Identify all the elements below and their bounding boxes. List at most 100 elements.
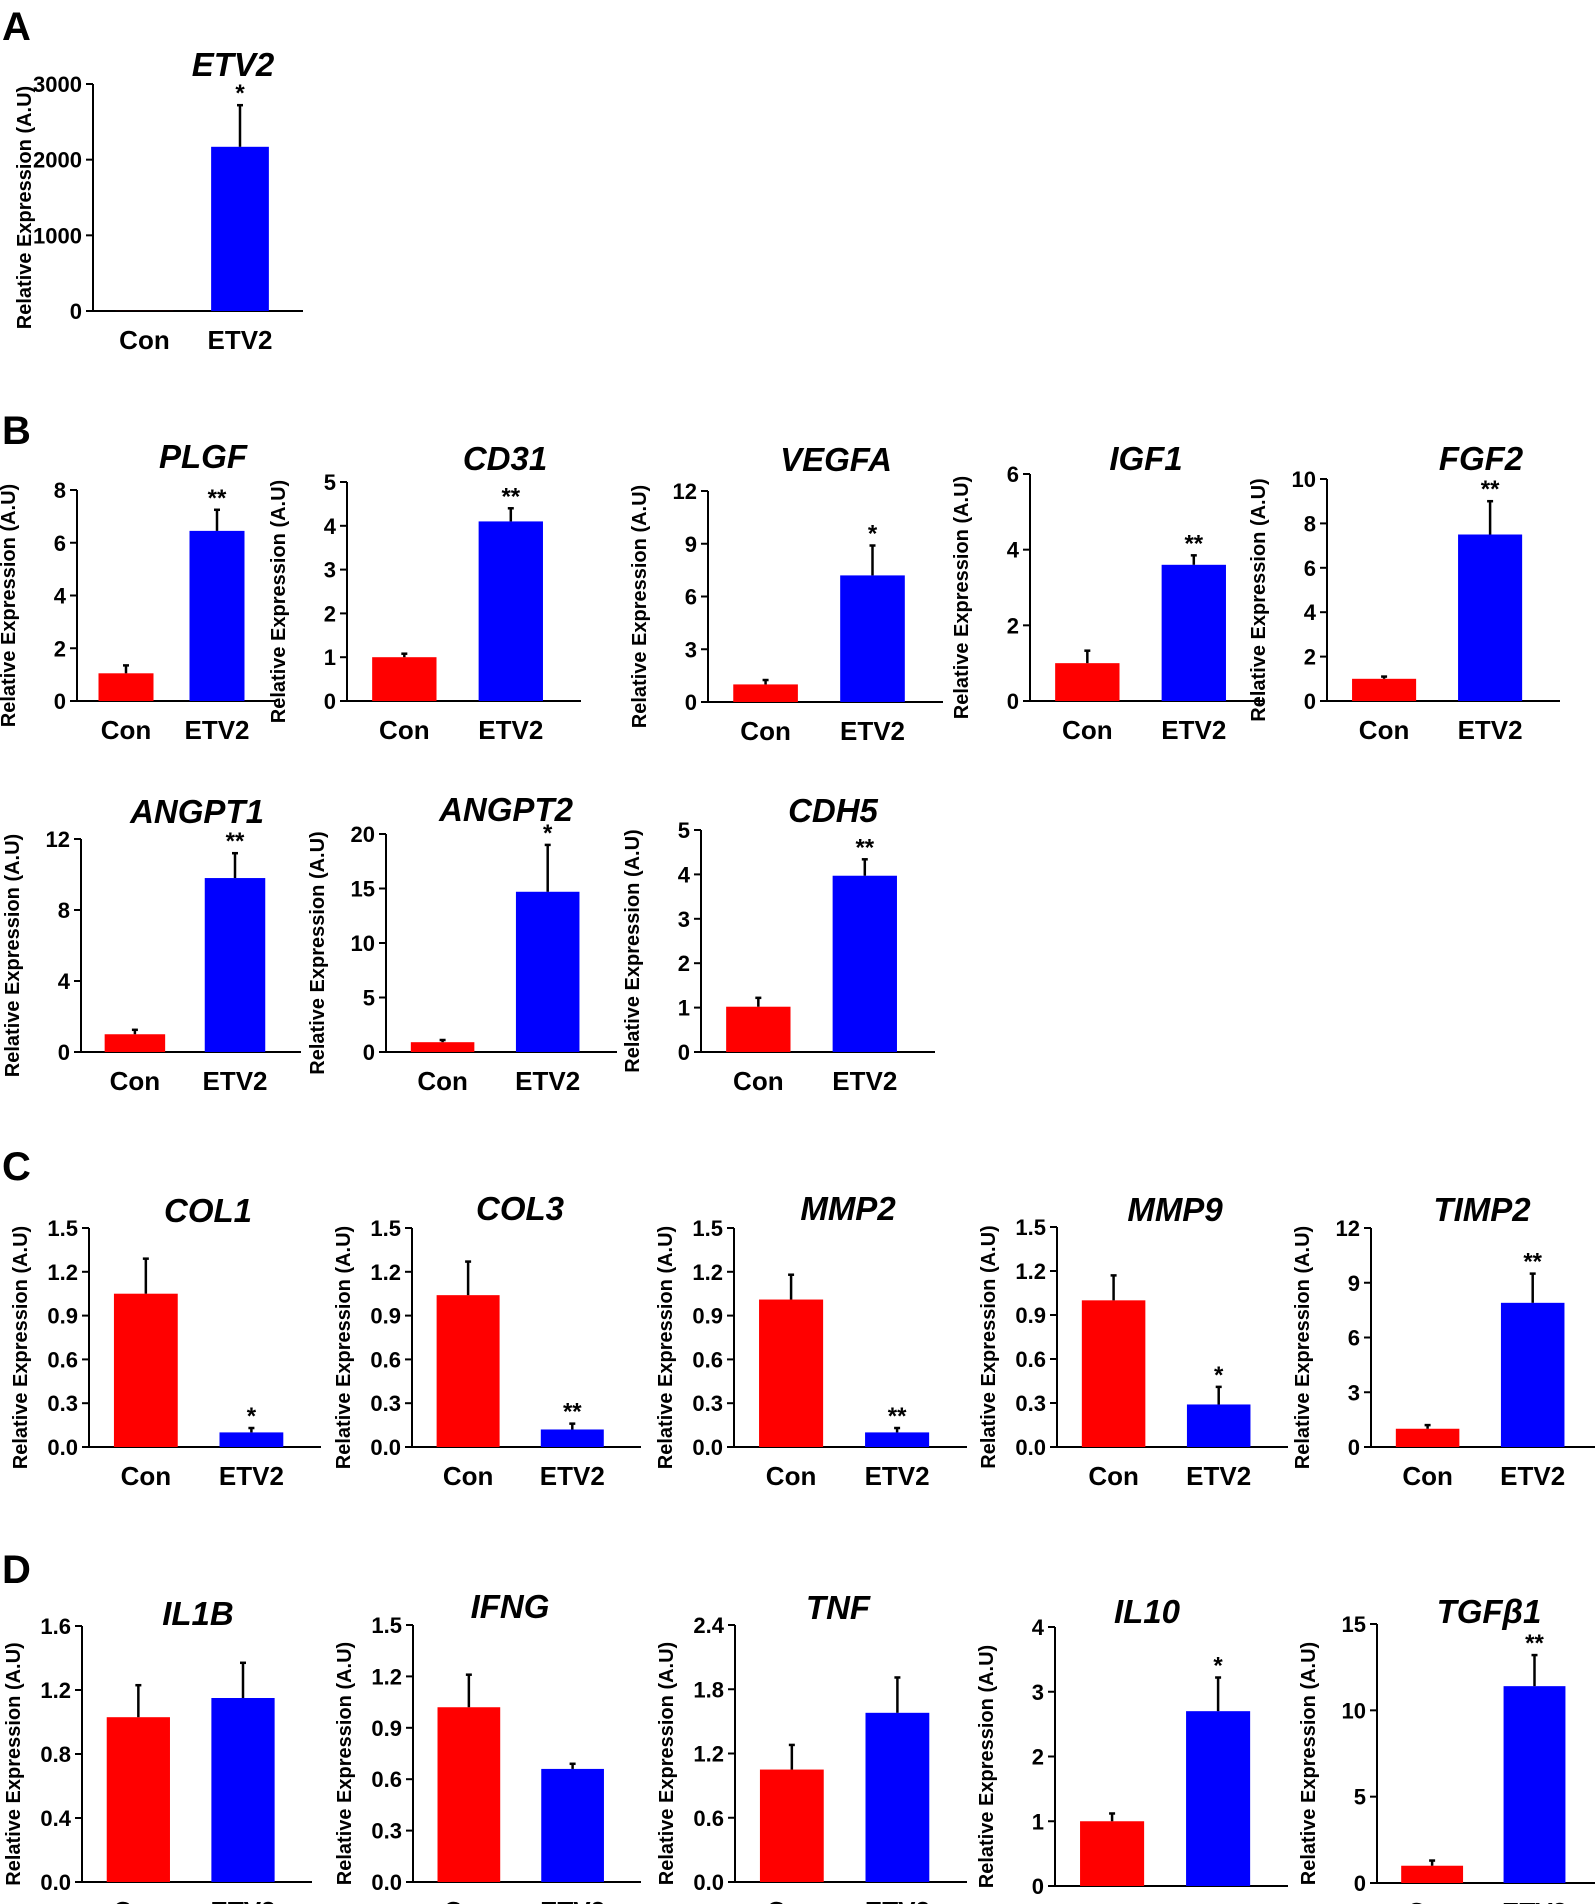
bar-etv2 [832, 875, 897, 1052]
y-tick-label: 0.9 [370, 1304, 401, 1329]
bar-con [372, 657, 437, 701]
category-label: ETV2 [1186, 1900, 1251, 1904]
y-axis-label: Relative Expression (A.U) [1292, 1226, 1314, 1469]
significance-marker: ** [1184, 530, 1203, 557]
chart-il10: IL10 Relative Expression (A.U) 0 1 2 3 4 Con * ET… [976, 1593, 1288, 1904]
y-tick-label: 0.0 [692, 1435, 723, 1460]
bar-con [1352, 678, 1417, 701]
y-tick-label: 3 [1348, 1380, 1360, 1405]
y-axis-label: Relative Expression (A.U) [1298, 1642, 1320, 1885]
bar-con [436, 1295, 500, 1447]
y-tick-label: 2 [1032, 1745, 1044, 1770]
category-label: Con [110, 1066, 161, 1096]
bar-etv2 [515, 891, 580, 1052]
chart-igf1: IGF1 Relative Expression (A.U) 0 2 4 6 Con ** ET… [951, 440, 1264, 745]
significance-marker: ** [1523, 1249, 1542, 1276]
category-label: Con [444, 1896, 495, 1904]
y-tick-label: 3 [324, 558, 336, 583]
y-axis-label: Relative Expression (A.U) [10, 1226, 32, 1469]
category-label: Con [379, 715, 430, 745]
significance-marker: * [247, 1403, 257, 1430]
y-tick-label: 20 [351, 822, 375, 847]
chart-mmp2: MMP2 Relative Expression (A.U) 0.0 0.3 0.6 0.… [655, 1190, 967, 1491]
y-tick-label: 5 [678, 818, 690, 843]
chart-col3: COL3 Relative Expression (A.U) 0.0 0.3 0.6 0.… [333, 1190, 641, 1491]
y-axis-label: Relative Expression (A.U) [0, 484, 20, 727]
chart-plgf: PLGF Relative Expression (A.U) 0 2 4 6 8 Con ** E… [0, 438, 277, 745]
chart-title: VEGFA [780, 441, 892, 478]
y-tick-label: 9 [685, 532, 697, 557]
y-tick-label: 0.3 [47, 1391, 78, 1416]
category-label: Con [1062, 715, 1113, 745]
category-label: Con [767, 1896, 818, 1904]
bar-con [726, 1006, 791, 1052]
bar-con [1395, 1428, 1460, 1447]
bar-etv2 [219, 1432, 284, 1447]
significance-marker: * [235, 80, 245, 107]
category-label: Con [1088, 1461, 1139, 1491]
y-axis-label: Relative Expression (A.U) [14, 86, 36, 329]
bar-etv2 [840, 575, 905, 702]
y-tick-label: 4 [1032, 1615, 1045, 1640]
category-label: Con [1087, 1900, 1138, 1904]
y-tick-label: 10 [1292, 467, 1316, 492]
bar-etv2 [478, 521, 543, 701]
category-label: Con [1359, 715, 1410, 745]
bar-con [1055, 663, 1120, 701]
significance-marker: ** [226, 828, 245, 855]
y-tick-label: 0.9 [47, 1304, 78, 1329]
y-tick-label: 2.4 [693, 1613, 724, 1638]
y-tick-label: 3 [678, 907, 690, 932]
y-tick-label: 10 [1342, 1698, 1366, 1723]
bar-con [98, 673, 154, 701]
y-tick-label: 5 [363, 986, 375, 1011]
significance-marker: ** [1481, 476, 1500, 503]
y-tick-label: 4 [324, 514, 337, 539]
chart-tnf: TNF Relative Expression (A.U) 0.0 0.6 1.2 1.8… [656, 1589, 967, 1904]
bar-etv2 [865, 1712, 930, 1882]
y-tick-label: 2000 [33, 148, 82, 173]
significance-marker: ** [501, 483, 520, 510]
category-label: ETV2 [540, 1896, 605, 1904]
y-tick-label: 4 [1304, 600, 1317, 625]
y-tick-label: 1.5 [692, 1216, 723, 1241]
chart-fgf2: FGF2 Relative Expression (A.U) 0 2 4 6 8 10 Con *… [1248, 440, 1560, 745]
bar-con [1080, 1821, 1145, 1886]
chart-angpt1: ANGPT1 Relative Expression (A.U) 0 4 8 12 Con *… [2, 793, 301, 1096]
bar-etv2 [1161, 564, 1226, 701]
y-tick-label: 1.5 [371, 1613, 402, 1638]
y-tick-label: 10 [351, 931, 375, 956]
category-label: Con [1407, 1897, 1458, 1904]
y-tick-label: 1 [324, 645, 336, 670]
y-tick-label: 8 [58, 898, 70, 923]
y-tick-label: 3 [685, 637, 697, 662]
bar-con [104, 1034, 166, 1052]
bar-etv2 [211, 1698, 275, 1882]
category-label: ETV2 [540, 1461, 605, 1491]
y-tick-label: 4 [54, 584, 67, 609]
bar-etv2 [541, 1768, 604, 1882]
bar-con [1401, 1865, 1464, 1883]
y-tick-label: 0 [70, 299, 82, 324]
category-label: ETV2 [219, 1461, 284, 1491]
panel-label-a: A [2, 5, 31, 49]
y-tick-label: 12 [673, 479, 697, 504]
chart-title: ETV2 [192, 46, 275, 83]
category-label: Con [113, 1896, 164, 1904]
y-tick-label: 0 [678, 1040, 690, 1065]
y-tick-label: 0 [1348, 1435, 1360, 1460]
bar-con [410, 1042, 475, 1052]
y-tick-label: 0.9 [371, 1716, 402, 1741]
bar-etv2 [1503, 1686, 1566, 1883]
category-label: ETV2 [840, 716, 905, 746]
chart-title: TIMP2 [1433, 1191, 1531, 1228]
y-tick-label: 0 [324, 689, 336, 714]
category-label: Con [740, 716, 791, 746]
chart-title: FGF2 [1439, 440, 1524, 477]
chart-title: ANGPT1 [129, 793, 264, 830]
y-tick-label: 6 [1007, 462, 1019, 487]
bar-etv2 [1186, 1404, 1251, 1447]
y-tick-label: 0.0 [47, 1435, 78, 1460]
chart-title: MMP9 [1127, 1191, 1223, 1228]
